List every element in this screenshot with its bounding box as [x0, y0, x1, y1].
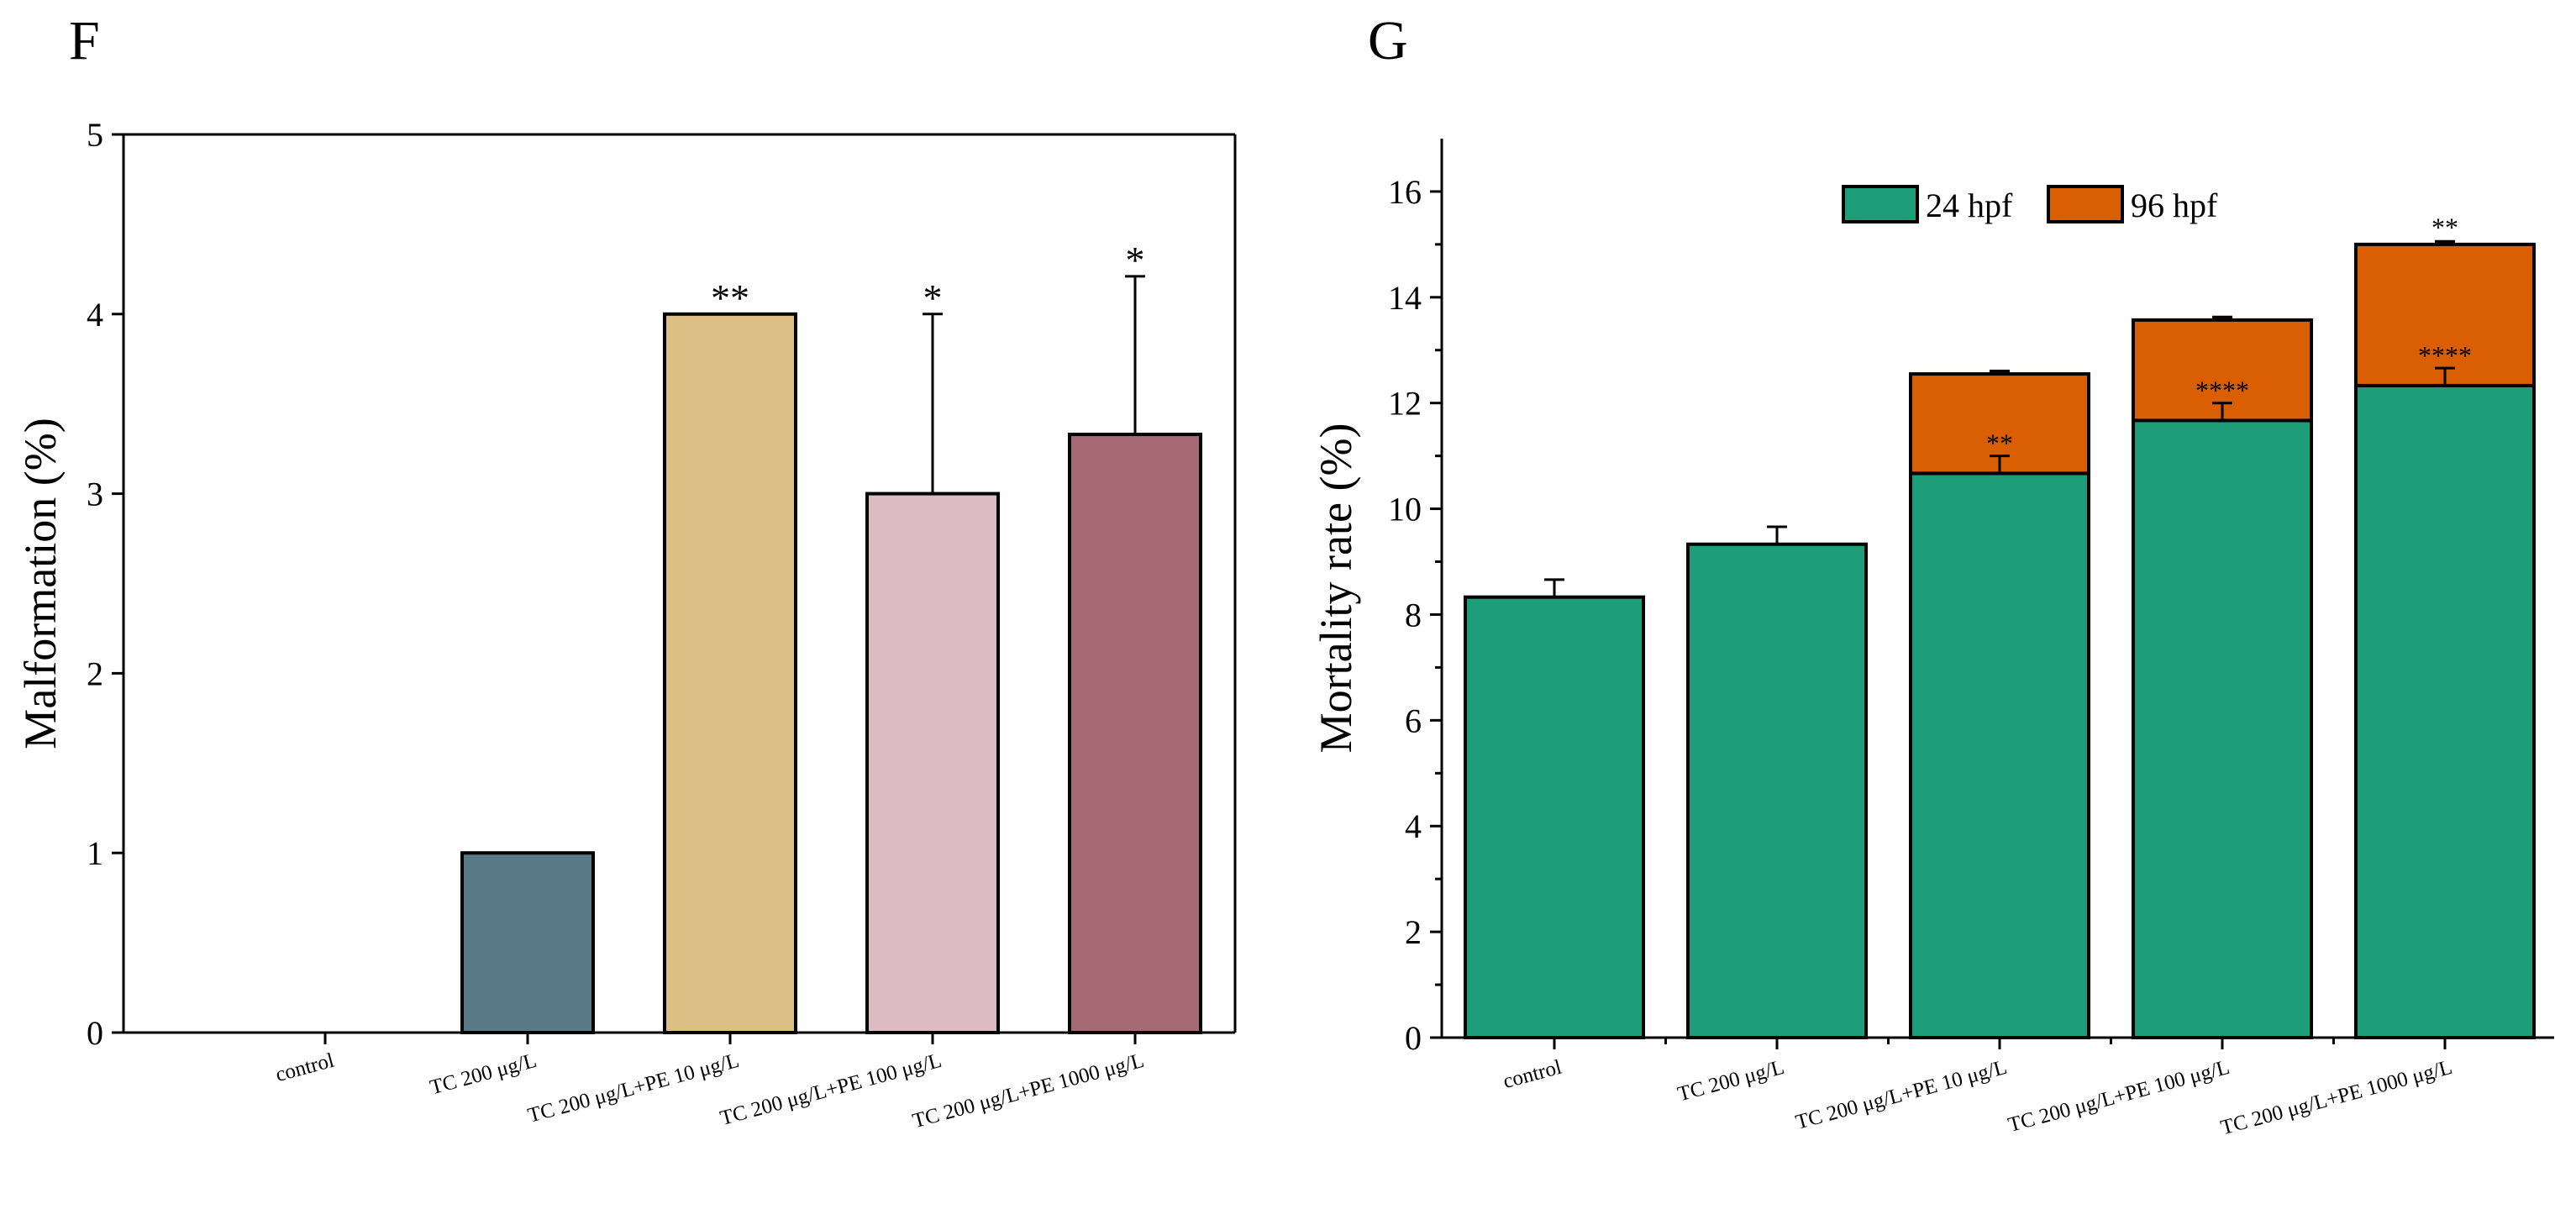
g-ytick-label: 14 [1388, 279, 1422, 317]
panel-f-label: F [69, 10, 100, 71]
bar-24hpf-3 [2132, 418, 2313, 1040]
category-label-f-1: TC 200 μg/L [428, 1049, 539, 1100]
category-label-f-4: TC 200 μg/L+PE 1000 μg/L [910, 1049, 1146, 1133]
bar-f-3 [865, 491, 1000, 1034]
f-ytick-label: 1 [87, 834, 103, 872]
legend-label-1: 96 hpf [2131, 187, 2218, 224]
panel-g: G control TC 200 μg/L ** TC 200 μg/L+PE 10 … [1311, 10, 2554, 1139]
g-y-axis-title: Mortality rate (%) [1311, 423, 1361, 754]
category-label-g-0: control [1501, 1056, 1564, 1093]
panel-g-label: G [1368, 10, 1408, 71]
significance-96hpf-4: ** [2431, 213, 2458, 243]
g-ytick-label: 6 [1405, 702, 1422, 739]
legend-label-0: 24 hpf [1926, 187, 2013, 224]
f-ytick-label: 0 [87, 1014, 103, 1052]
significance-f-4: * [1126, 239, 1145, 281]
significance-24hpf-3: **** [2195, 376, 2249, 406]
category-label-g-1: TC 200 μg/L [1675, 1056, 1787, 1106]
bar-24hpf-1 [1686, 542, 1868, 1039]
significance-24hpf-4: **** [2418, 340, 2472, 371]
f-ytick-label: 5 [87, 116, 103, 154]
f-ytick-label: 2 [87, 654, 103, 692]
category-label-f-2: TC 200 μg/L+PE 10 μg/L [525, 1049, 741, 1128]
legend-g: 24 hpf 96 hpf [1842, 185, 2218, 224]
panel-f: F control TC 200 μg/L**TC 200 μg/L+PE 10 … [15, 10, 1237, 1133]
f-ytick-label: 4 [87, 296, 103, 334]
category-label-g-4: TC 200 μg/L+PE 1000 μg/L [2218, 1056, 2454, 1140]
g-ytick-label: 0 [1405, 1019, 1422, 1057]
category-label-g-3: TC 200 μg/L+PE 100 μg/L [2006, 1056, 2232, 1137]
bar-24hpf-2 [1909, 471, 2090, 1039]
f-y-axis-title: Malformation (%) [15, 418, 66, 749]
bar-f-1 [460, 851, 595, 1035]
g-ytick-label: 8 [1405, 596, 1422, 633]
f-ytick-label: 3 [87, 476, 103, 513]
bar-24hpf-0 [1464, 595, 1645, 1039]
g-ytick-label: 10 [1388, 491, 1422, 528]
category-label-f-3: TC 200 μg/L+PE 100 μg/L [718, 1049, 944, 1130]
significance-24hpf-2: ** [1986, 428, 2013, 459]
category-label-f-0: control [273, 1049, 336, 1086]
significance-f-2: ** [711, 276, 749, 319]
bar-96hpf-4 [2354, 242, 2536, 387]
bar-f-4 [1068, 433, 1202, 1034]
category-label-g-2: TC 200 μg/L+PE 10 μg/L [1793, 1056, 2009, 1134]
g-ytick-label: 2 [1405, 913, 1422, 951]
significance-f-3: * [923, 276, 943, 319]
g-ytick-label: 4 [1405, 807, 1422, 845]
legend-swatch-0 [1842, 185, 1919, 223]
g-ytick-label: 12 [1388, 385, 1422, 423]
bar-24hpf-4 [2354, 383, 2536, 1039]
g-ytick-label: 16 [1388, 173, 1422, 211]
bar-f-2 [663, 312, 797, 1034]
legend-swatch-1 [2047, 185, 2124, 223]
